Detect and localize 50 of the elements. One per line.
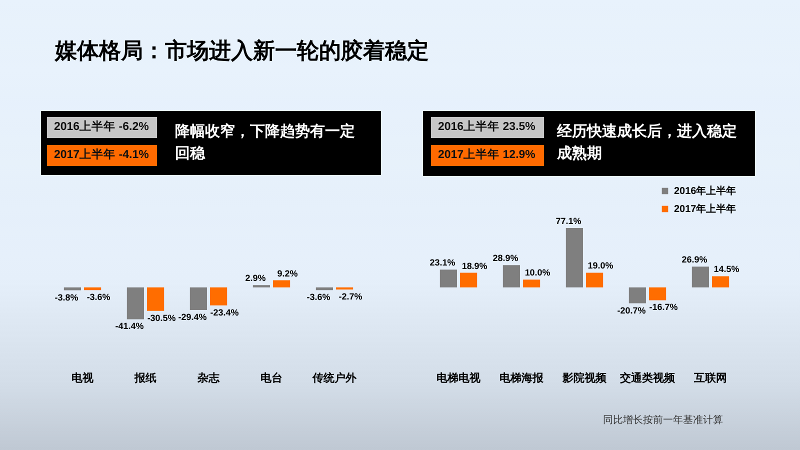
text: 2016上半年 -6.2% bbox=[47, 117, 157, 138]
x-tick-label: 电梯电视 bbox=[436, 371, 482, 384]
data-label: 9.2% bbox=[276, 268, 298, 278]
text: 同比增长按前一年基准计算 bbox=[603, 414, 723, 427]
bar bbox=[649, 286, 666, 300]
data-label: -30.5% bbox=[146, 312, 176, 322]
data-label: -3.8% bbox=[54, 292, 78, 302]
data-label: 14.5% bbox=[714, 264, 740, 274]
x-tick-label: 传统户外 bbox=[310, 371, 357, 384]
x-tick-label: 电台 bbox=[260, 371, 282, 384]
chart-subtitle: 经历快速成长后，进入稳定成熟期 bbox=[557, 122, 738, 164]
data-label: -29.4% bbox=[178, 312, 206, 322]
data-label: -16.7% bbox=[649, 302, 678, 312]
bar bbox=[586, 272, 604, 287]
data-label: 18.9% bbox=[462, 260, 488, 270]
bar bbox=[440, 269, 457, 287]
bar bbox=[712, 276, 730, 287]
legend-label: 2017年上半年 bbox=[674, 202, 736, 215]
bar bbox=[523, 279, 540, 287]
bar bbox=[566, 228, 583, 287]
x-tick-label: 交通类视频 bbox=[618, 371, 676, 384]
chart-title: 媒体格局：市场进入新一轮的胶着稳定 bbox=[55, 37, 429, 65]
data-label: 26.9% bbox=[682, 254, 708, 264]
data-label: -3.6% bbox=[306, 292, 330, 302]
data-label: -41.4% bbox=[114, 320, 144, 331]
legend-label: 2016年上半年 bbox=[674, 184, 736, 197]
data-label: 2.9% bbox=[244, 272, 266, 283]
data-label: 28.9% bbox=[492, 252, 518, 263]
data-label: -20.7% bbox=[617, 304, 646, 315]
x-tick-label: 杂志 bbox=[196, 371, 220, 384]
data-label: -3.6% bbox=[86, 292, 110, 302]
bar bbox=[628, 286, 646, 303]
x-tick-label: 电梯海报 bbox=[500, 371, 545, 384]
data-label: -2.7% bbox=[338, 291, 362, 302]
text: 2017上半年 -4.1% bbox=[47, 145, 157, 166]
bar bbox=[460, 272, 478, 287]
text: 2017上半年 12.9% bbox=[431, 145, 544, 166]
chart-subtitle: 降幅收窄，下降趋势有一定回稳 bbox=[175, 122, 356, 164]
data-label: 10.0% bbox=[524, 267, 550, 278]
text: 2016上半年 23.5% bbox=[431, 117, 544, 138]
data-label: 19.0% bbox=[588, 260, 614, 270]
x-tick-label: 报纸 bbox=[133, 371, 156, 384]
data-label: 77.1% bbox=[556, 216, 582, 226]
data-label: 23.1% bbox=[430, 257, 456, 268]
bar bbox=[502, 264, 520, 287]
x-tick-label: 互联网 bbox=[692, 371, 727, 384]
x-tick-label: 电视 bbox=[71, 371, 94, 384]
x-tick-label: 影院视频 bbox=[562, 371, 608, 384]
bar bbox=[692, 266, 709, 287]
data-label: -23.4% bbox=[210, 307, 238, 318]
